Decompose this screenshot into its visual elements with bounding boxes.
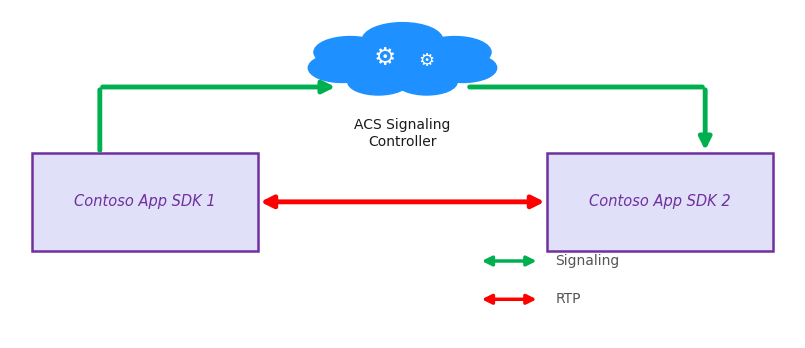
Circle shape [348,69,409,95]
Text: Contoso App SDK 1: Contoso App SDK 1 [74,194,216,209]
Text: ⚙: ⚙ [374,47,396,70]
FancyBboxPatch shape [547,153,773,251]
Text: ⚙: ⚙ [419,52,435,70]
Circle shape [429,53,497,82]
Text: Signaling: Signaling [555,254,620,268]
Circle shape [308,53,376,82]
Text: Contoso App SDK 2: Contoso App SDK 2 [589,194,731,209]
Text: ACS Signaling
Controller: ACS Signaling Controller [354,118,451,149]
Text: RTP: RTP [555,292,581,306]
Circle shape [419,37,491,68]
FancyBboxPatch shape [32,153,258,251]
Circle shape [362,23,443,57]
Circle shape [314,37,386,68]
Circle shape [396,69,457,95]
Circle shape [350,40,455,85]
